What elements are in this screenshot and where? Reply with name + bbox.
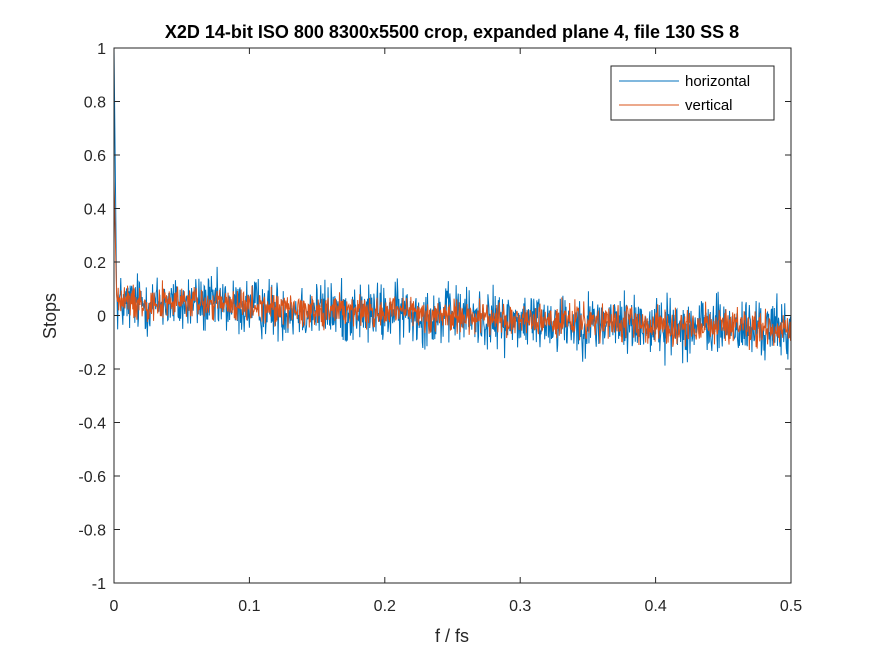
y-tick-label: 0.4 — [84, 202, 106, 219]
y-axis: -1 -0.8 -0.6 -0.4 -0.2 0 0.2 0.4 0.6 0.8 1 — [78, 41, 791, 593]
x-tick-label: 0.2 — [374, 598, 396, 615]
y-tick-label: -0.4 — [78, 416, 106, 433]
y-axis-label: Stops — [40, 293, 60, 339]
x-axis: 0 0.1 0.2 0.3 0.4 0.5 — [110, 48, 802, 615]
x-axis-label: f / fs — [435, 626, 469, 646]
legend-label-vertical: vertical — [685, 97, 733, 114]
x-tick-label: 0 — [110, 598, 119, 615]
y-tick-label: 0.2 — [84, 255, 106, 272]
x-tick-label: 0.5 — [780, 598, 802, 615]
x-tick-label: 0.4 — [644, 598, 666, 615]
x-tick-label: 0.1 — [238, 598, 260, 615]
y-tick-label: 0.8 — [84, 95, 106, 112]
y-tick-label: -0.8 — [78, 523, 106, 540]
x-tick-label: 0.3 — [509, 598, 531, 615]
y-tick-label: 1 — [97, 41, 106, 58]
y-tick-label: 0 — [97, 309, 106, 326]
legend-label-horizontal: horizontal — [685, 73, 750, 90]
legend-box — [610, 65, 775, 121]
series-group — [114, 48, 791, 366]
legend: horizontal vertical — [610, 65, 775, 121]
y-tick-label: -1 — [92, 576, 106, 593]
series-line-vertical — [114, 179, 791, 351]
y-tick-label: -0.6 — [78, 469, 106, 486]
y-tick-label: -0.2 — [78, 362, 106, 379]
chart-title: X2D 14-bit ISO 800 8300x5500 crop, expan… — [165, 22, 739, 42]
y-tick-label: 0.6 — [84, 148, 106, 165]
